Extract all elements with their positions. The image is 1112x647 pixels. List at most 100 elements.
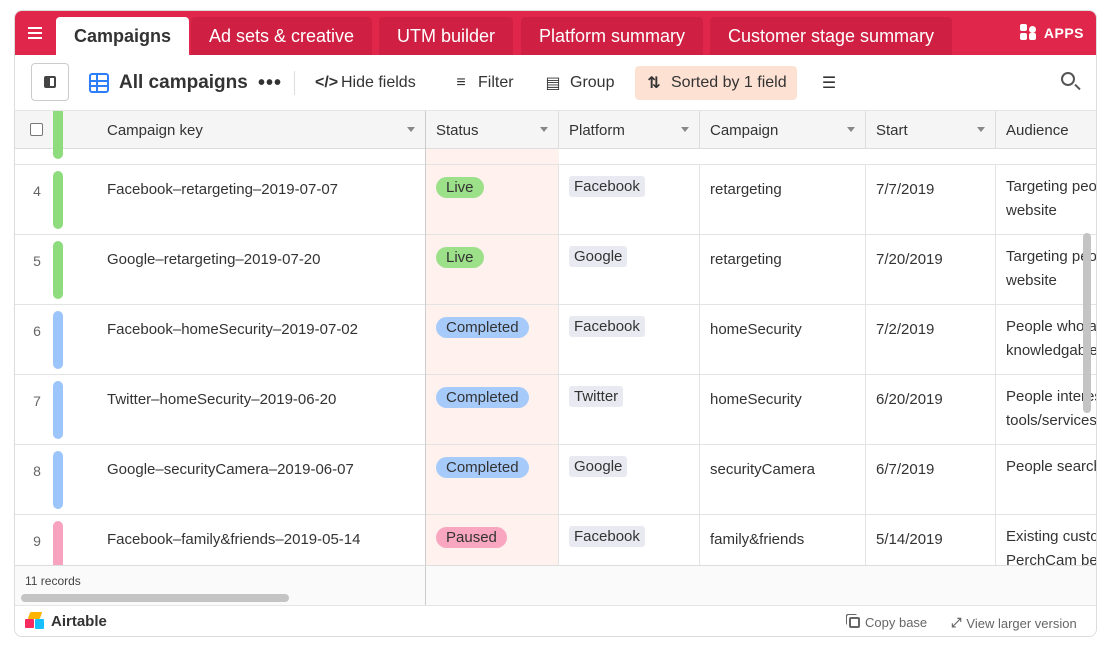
row-number: 7 [33, 393, 41, 409]
table-row[interactable]: 6 Facebook–homeSecurity–2019-07-02 Complet… [15, 305, 1096, 375]
vertical-scrollbar[interactable] [1083, 233, 1091, 413]
cell-status[interactable]: Completed [426, 375, 559, 445]
column-header-status[interactable]: Status [426, 111, 559, 149]
cell-status[interactable]: Completed [426, 305, 559, 375]
row-height-button[interactable]: ☰ [810, 66, 848, 100]
cell-audience[interactable]: Targeting people on our website [996, 235, 1096, 305]
campaign-key-text: Facebook–homeSecurity–2019-07-02 [107, 321, 358, 338]
column-header-campaign[interactable]: Campaign [700, 111, 866, 149]
cell-start[interactable]: 7/2/2019 [866, 305, 996, 375]
platform-tag: Google [569, 456, 628, 477]
cell-audience[interactable]: Existing customers PerchCam be [996, 515, 1096, 565]
cell-audience[interactable]: People who are knowledgable [996, 305, 1096, 375]
table-row[interactable]: 7 Twitter–homeSecurity–2019-06-20 Complete… [15, 375, 1096, 445]
table-row[interactable]: 9 Facebook–family&friends–2019-05-14 Pause… [15, 515, 1096, 565]
tab-platform-summary[interactable]: Platform summary [521, 17, 704, 55]
cell-platform[interactable]: Google [559, 445, 700, 515]
cell-campaign[interactable]: retargeting [700, 165, 866, 235]
cell-campaign-key[interactable]: Facebook–retargeting–2019-07-07 [97, 165, 426, 235]
tab-customer-stage-summary[interactable]: Customer stage summary [710, 17, 953, 55]
table-row-partial [15, 111, 1096, 165]
campaign-text: retargeting [710, 251, 782, 268]
select-all-checkbox[interactable] [30, 123, 43, 136]
cell-audience[interactable]: People interested in tools/services [996, 375, 1096, 445]
expand-icon: ⤢ [951, 615, 962, 630]
view-more-button[interactable]: ••• [258, 71, 283, 94]
cell-audience[interactable]: People searching ... [996, 445, 1096, 515]
campaign-key-text: Google–securityCamera–2019-06-07 [107, 461, 354, 478]
records-grid: Campaign key Status Platform Campaign St… [15, 111, 1096, 565]
tab-ad-sets-creative[interactable]: Ad sets & creative [191, 17, 373, 55]
cell-campaign-key[interactable]: Twitter–homeSecurity–2019-06-20 [97, 375, 426, 445]
hide-fields-button[interactable]: </> Hide fields [305, 66, 426, 100]
cell-campaign[interactable]: securityCamera [700, 445, 866, 515]
cell-start[interactable]: 6/20/2019 [866, 375, 996, 445]
row-color-bar [53, 111, 63, 159]
cell-status[interactable]: Completed [426, 445, 559, 515]
cell-start[interactable]: 6/7/2019 [866, 445, 996, 515]
search-button[interactable] [1058, 69, 1084, 95]
airtable-logo[interactable]: Airtable [25, 612, 107, 630]
column-title: Platform [569, 121, 625, 139]
cell-platform[interactable]: Facebook [559, 305, 700, 375]
cell-campaign-key[interactable]: Google–securityCamera–2019-06-07 [97, 445, 426, 515]
start-date-text: 7/7/2019 [876, 181, 935, 198]
cell-campaign[interactable]: homeSecurity [700, 375, 866, 445]
column-header-platform[interactable]: Platform [559, 111, 700, 149]
grid-view-icon [89, 73, 109, 93]
search-icon [1061, 72, 1075, 86]
filter-icon: ≡ [456, 74, 466, 91]
table-row[interactable]: 8 Google–securityCamera–2019-06-07 Complet… [15, 445, 1096, 515]
cell-status[interactable]: Paused [426, 515, 559, 565]
chevron-down-icon[interactable] [407, 127, 415, 132]
cell-start[interactable]: 7/20/2019 [866, 235, 996, 305]
table-row[interactable]: 4 Facebook–retargeting–2019-07-07 Live Face… [15, 165, 1096, 235]
cell-campaign-key[interactable]: Facebook–family&friends–2019-05-14 [97, 515, 426, 565]
tab-bar: Campaigns Ad sets & creative UTM builder… [15, 11, 1096, 55]
status-badge: Live [436, 247, 484, 268]
column-header-audience[interactable]: Audience [996, 111, 1096, 149]
view-switcher[interactable]: All campaigns [89, 55, 248, 111]
view-larger-link[interactable]: ⤢ View larger version [951, 615, 1077, 631]
cell-campaign[interactable]: retargeting [700, 235, 866, 305]
group-label: Group [570, 74, 615, 91]
menu-icon[interactable] [15, 11, 55, 55]
campaign-text: family&friends [710, 531, 805, 548]
column-header-start[interactable]: Start [866, 111, 996, 149]
sort-button[interactable]: ⇅ Sorted by 1 field [635, 66, 797, 100]
horizontal-scrollbar[interactable] [21, 594, 289, 602]
chevron-down-icon[interactable] [540, 127, 548, 132]
copy-base-link[interactable]: Copy base [849, 615, 927, 630]
cell-campaign-key[interactable]: Facebook–homeSecurity–2019-07-02 [97, 305, 426, 375]
cell-campaign-key[interactable]: Google–retargeting–2019-07-20 [97, 235, 426, 305]
cell-campaign[interactable]: family&friends [700, 515, 866, 565]
cell-start[interactable]: 7/7/2019 [866, 165, 996, 235]
column-title: Campaign key [107, 121, 203, 139]
tab-utm-builder[interactable]: UTM builder [379, 17, 514, 55]
cell-platform[interactable]: Twitter [559, 375, 700, 445]
cell-platform[interactable]: Facebook [559, 165, 700, 235]
campaign-text: homeSecurity [710, 391, 802, 408]
cell-audience[interactable]: Targeting people on our website [996, 165, 1096, 235]
chevron-down-icon[interactable] [977, 127, 985, 132]
cell-status[interactable]: Live [426, 235, 559, 305]
cell-start[interactable]: 5/14/2019 [866, 515, 996, 565]
column-title: Start [876, 121, 908, 139]
sidebar-toggle-button[interactable] [31, 63, 69, 101]
filter-button[interactable]: ≡ Filter [442, 66, 524, 100]
cell-status[interactable]: Live [426, 165, 559, 235]
apps-button[interactable]: APPS [1019, 11, 1084, 55]
tab-campaigns[interactable]: Campaigns [56, 17, 190, 55]
start-date-text: 5/14/2019 [876, 531, 943, 548]
row-number: 9 [33, 533, 41, 549]
group-button[interactable]: ▤ Group [534, 66, 624, 100]
chevron-down-icon[interactable] [847, 127, 855, 132]
platform-tag: Facebook [569, 526, 645, 547]
cell-campaign[interactable]: homeSecurity [700, 305, 866, 375]
campaign-text: homeSecurity [710, 321, 802, 338]
table-row[interactable]: 5 Google–retargeting–2019-07-20 Live Google… [15, 235, 1096, 305]
row-color-bar [53, 521, 63, 565]
cell-platform[interactable]: Google [559, 235, 700, 305]
cell-platform[interactable]: Facebook [559, 515, 700, 565]
chevron-down-icon[interactable] [681, 127, 689, 132]
